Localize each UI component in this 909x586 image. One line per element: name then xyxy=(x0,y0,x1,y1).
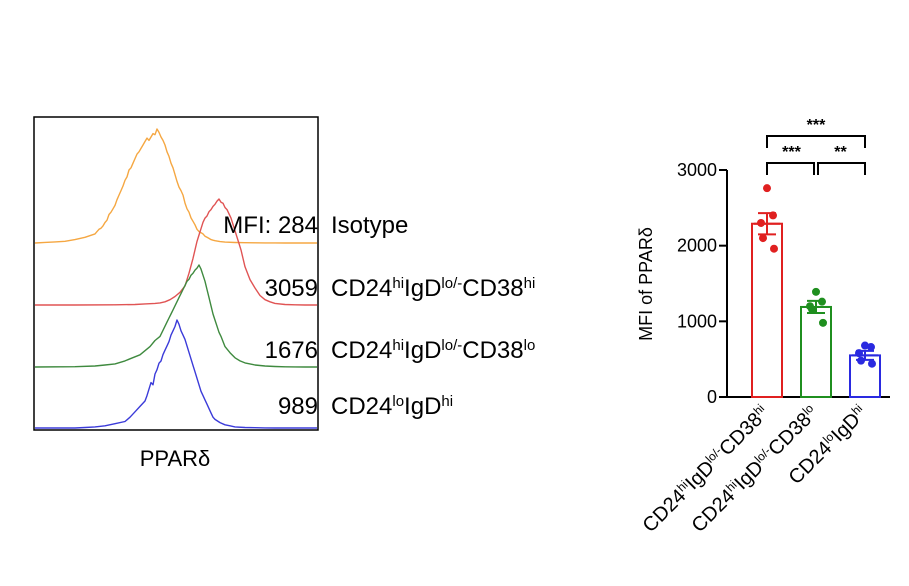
histogram-xlabel: PPARδ xyxy=(140,446,211,471)
data-point-0-0 xyxy=(763,184,771,193)
data-point-0-2 xyxy=(757,218,765,227)
mfi-label-lo: 989 xyxy=(278,393,318,420)
y-tick-label: 3000 xyxy=(677,160,717,180)
histogram-curve-mid xyxy=(34,264,317,368)
significance-label-1: ** xyxy=(834,144,847,161)
y-tick-label: 1000 xyxy=(677,311,717,331)
histogram-curve-iso xyxy=(34,128,317,244)
data-point-2-1 xyxy=(867,343,875,352)
bars xyxy=(751,184,881,398)
significance-label-2: *** xyxy=(807,117,826,134)
y-axis-label: MFI of PPARδ xyxy=(636,227,656,341)
data-point-1-3 xyxy=(808,305,816,314)
significance-bracket-0 xyxy=(766,162,815,175)
bar-1 xyxy=(800,305,832,398)
histogram-labels: MFI: 284 Isotype 3059 CD24hiIgDlo/-CD38hi 16… xyxy=(223,212,535,420)
y-axis-ticks: 0 1000 2000 3000 xyxy=(677,160,727,407)
y-tick-label: 0 xyxy=(707,387,717,407)
histogram-curve-lo xyxy=(35,319,317,429)
data-point-1-1 xyxy=(818,297,826,306)
histogram-curves xyxy=(34,128,317,429)
significance-brackets: *** ***** xyxy=(766,117,866,175)
data-point-2-0 xyxy=(861,341,869,350)
population-label-lo: CD24loIgDhi xyxy=(331,393,453,421)
data-point-2-2 xyxy=(855,349,863,358)
data-point-0-4 xyxy=(770,244,778,253)
histogram-panel: MFI: 284 Isotype 3059 CD24hiIgDlo/-CD38hi 16… xyxy=(33,116,535,471)
histogram-frame xyxy=(33,116,319,431)
data-point-2-4 xyxy=(868,359,876,368)
population-label-mid: CD24hiIgDlo/-CD38lo xyxy=(331,337,535,365)
data-point-1-4 xyxy=(819,318,827,327)
data-point-2-3 xyxy=(857,356,865,365)
data-point-1-0 xyxy=(812,287,820,296)
mfi-label-iso: MFI: 284 xyxy=(223,212,318,239)
significance-bracket-1 xyxy=(817,162,866,175)
x-category-labels: CD24hiIgDlo/-CD38hiCD24hiIgDlo/-CD38loCD… xyxy=(639,401,866,537)
y-tick-label: 2000 xyxy=(677,236,717,256)
population-label-iso: Isotype xyxy=(331,212,408,239)
histogram-curve-hi xyxy=(35,198,317,306)
mfi-label-hi: 3059 xyxy=(265,275,318,302)
data-point-0-1 xyxy=(769,211,777,220)
mfi-label-mid: 1676 xyxy=(265,337,318,364)
significance-label-0: *** xyxy=(782,144,801,161)
population-label-hi: CD24hiIgDlo/-CD38hi xyxy=(331,275,535,303)
significance-bracket-2 xyxy=(766,135,866,148)
data-point-0-3 xyxy=(759,234,767,243)
bar-2 xyxy=(849,354,881,398)
